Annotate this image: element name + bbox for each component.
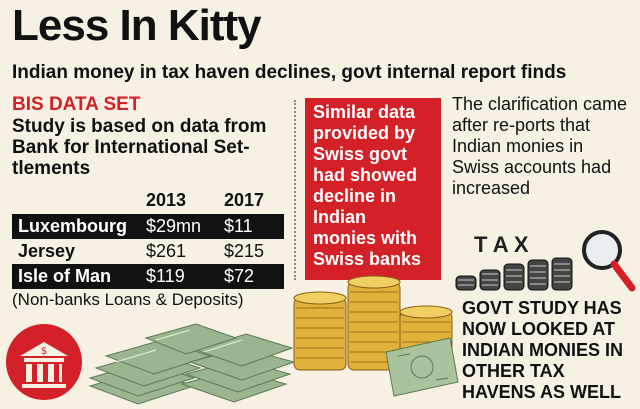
table-row-luxembourg: Luxembourg $29mn $11: [12, 214, 284, 239]
subtitle: Indian money in tax haven declines, govt…: [12, 62, 567, 83]
table-row-isle-of-man: Isle of Man $119 $72: [12, 264, 284, 289]
value-2017: $215: [224, 241, 265, 261]
tax-label: T A X: [474, 232, 529, 257]
table-row-jersey: Jersey $261 $215: [12, 239, 284, 264]
bank-icon: $: [6, 324, 82, 400]
study-description: Study is based on data from Bank for Int…: [12, 116, 267, 179]
value-2017: $72: [224, 266, 255, 286]
bis-data-set-label: BIS DATA SET: [12, 94, 141, 115]
cash-stacks-icon: [88, 323, 296, 405]
page-title: Less In Kitty: [12, 1, 262, 50]
table-note: (Non-banks Loans & Deposits): [12, 290, 244, 309]
value-2017: $11: [224, 216, 253, 236]
country-name: Isle of Man: [18, 266, 112, 286]
value-2013: $29mn: [146, 216, 202, 236]
country-name: Jersey: [18, 241, 76, 261]
year-2013-header: 2013: [146, 190, 187, 210]
value-2013: $261: [146, 241, 187, 261]
value-2013: $119: [146, 266, 185, 286]
dotted-divider: [294, 100, 296, 280]
govt-study-text: GOVT STUDY HAS NOW LOOKED AT INDIAN MONI…: [462, 298, 624, 402]
tax-coins-magnifier-icon: T A X: [455, 230, 636, 292]
swiss-data-box: Similar data provided by Swiss govt had …: [305, 98, 441, 280]
banknote-icon: [385, 337, 459, 397]
year-2017-header: 2017: [224, 190, 265, 210]
svg-text:$: $: [41, 346, 47, 357]
country-name: Luxembourg: [18, 216, 128, 236]
clarification-text: The clarification came after re-ports th…: [452, 94, 628, 198]
